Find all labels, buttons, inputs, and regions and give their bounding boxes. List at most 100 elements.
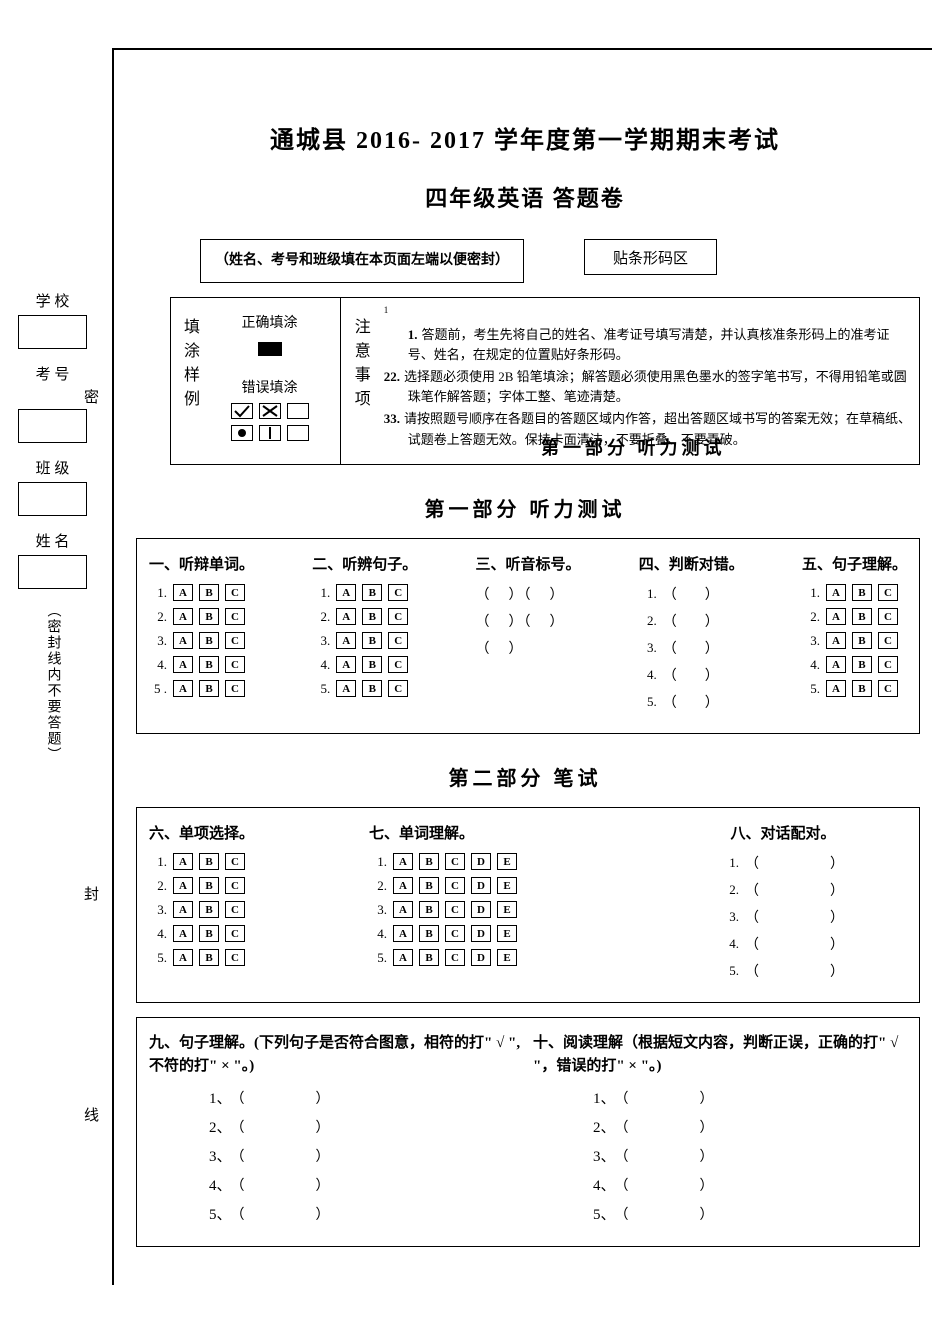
q3-3[interactable]: （ ） <box>475 638 580 658</box>
top-rule <box>112 48 932 50</box>
wrong-row-1 <box>205 403 334 419</box>
q10-3[interactable]: 3、（） <box>533 1145 907 1166</box>
q5-3[interactable]: 3.ABC <box>802 632 907 649</box>
left-rule <box>112 50 114 1285</box>
q8-5[interactable]: 5.（） <box>659 961 907 981</box>
guide-box: 填涂样例 正确填涂 错误填涂 注意事项 11.答题前，考 <box>170 297 920 465</box>
q5-2[interactable]: 2.ABC <box>802 608 907 625</box>
sec-9: 九、句子理解。(下列句子是否符合图意，相符的打" √ ", 不符的打" × "。… <box>149 1032 529 1232</box>
sealed-note: （密封线内不要答题） <box>43 603 63 763</box>
written-panel-2: 九、句子理解。(下列句子是否符合图意，相符的打" √ ", 不符的打" × "。… <box>136 1017 920 1247</box>
content: 通城县 2016- 2017 学年度第一学期期末考试 四年级英语 答题卷 （姓名… <box>130 90 920 1247</box>
sec8-title: 八、对话配对。 <box>659 822 907 843</box>
q6-2[interactable]: 2.ABC <box>149 877 329 894</box>
q6-1[interactable]: 1.ABC <box>149 853 329 870</box>
written-panel-1: 六、单项选择。 1.ABC 2.ABC 3.ABC 4.ABC 5.ABC 七、… <box>136 807 920 1003</box>
q2-1[interactable]: 1.ABC <box>312 584 417 601</box>
fill-note-box: （姓名、考号和班级填在本页面左端以便密封） <box>200 239 524 283</box>
sec9-title: 九、句子理解。(下列句子是否符合图意，相符的打" √ ", 不符的打" × "。… <box>149 1032 523 1077</box>
seal-xian: 线 <box>0 1104 105 1125</box>
sec-6: 六、单项选择。 1.ABC 2.ABC 3.ABC 4.ABC 5.ABC <box>149 822 329 988</box>
q8-1[interactable]: 1.（） <box>659 853 907 873</box>
q8-4[interactable]: 4.（） <box>659 934 907 954</box>
q1-2[interactable]: 2.ABC <box>149 608 254 625</box>
q7-3[interactable]: 3.ABCDE <box>369 901 619 918</box>
q9-5[interactable]: 5、（） <box>149 1203 523 1224</box>
fill-vlabel: 填涂样例 <box>177 306 205 456</box>
notice: 注意事项 11.答题前，考生先将自己的姓名、准考证号填写清楚，并认真核准条形码上… <box>341 298 919 464</box>
q2-5[interactable]: 5.ABC <box>312 680 417 697</box>
q9-4[interactable]: 4、（） <box>149 1174 523 1195</box>
q4-2[interactable]: 2.（ ） <box>639 611 744 631</box>
label-school: 学 校 <box>0 290 105 315</box>
sec6-title: 六、单项选择。 <box>149 822 329 843</box>
input-school[interactable] <box>18 315 87 349</box>
q7-5[interactable]: 5.ABCDE <box>369 949 619 966</box>
sec-3: 三、听音标号。 （ ）（ ） （ ）（ ） （ ） <box>475 553 580 719</box>
wrong-check-icon <box>231 403 253 419</box>
sec1-title: 一、听辩单词。 <box>149 553 254 574</box>
sec-8: 八、对话配对。 1.（） 2.（） 3.（） 4.（） 5.（） <box>659 822 907 988</box>
q1-1[interactable]: 1.ABC <box>149 584 254 601</box>
sidebar: 学 校 考 号 密 班 级 姓 名 （密封线内不要答题） 封 线 <box>0 290 105 1127</box>
sec-1: 一、听辩单词。 1.ABC 2.ABC 3.ABC 4.ABC 5 .ABC <box>149 553 254 719</box>
part2-title: 第二部分 笔试 <box>130 762 920 791</box>
input-name[interactable] <box>18 555 87 589</box>
q1-5[interactable]: 5 .ABC <box>149 680 254 697</box>
sec7-title: 七、单词理解。 <box>369 822 619 843</box>
label-name: 姓 名 <box>0 530 105 555</box>
q8-3[interactable]: 3.（） <box>659 907 907 927</box>
q6-3[interactable]: 3.ABC <box>149 901 329 918</box>
wrong-row-2 <box>205 425 334 441</box>
q3-2[interactable]: （ ）（ ） <box>475 611 580 631</box>
notice-2: 22.选择题必须使用 2B 铅笔填涂；解答题必须使用黑色墨水的签字笔书写，不得用… <box>382 367 913 407</box>
q10-5[interactable]: 5、（） <box>533 1203 907 1224</box>
q4-4[interactable]: 4.（ ） <box>639 665 744 685</box>
listening-row: 一、听辩单词。 1.ABC 2.ABC 3.ABC 4.ABC 5 .ABC 二… <box>149 553 907 719</box>
q4-3[interactable]: 3.（ ） <box>639 638 744 658</box>
sec-7: 七、单词理解。 1.ABCDE 2.ABCDE 3.ABCDE 4.ABCDE … <box>369 822 619 988</box>
wrong-blank-icon <box>287 425 309 441</box>
q10-4[interactable]: 4、（） <box>533 1174 907 1195</box>
q1-3[interactable]: 3.ABC <box>149 632 254 649</box>
q9-1[interactable]: 1、（） <box>149 1087 523 1108</box>
notice-vlabel: 注意事项 <box>345 304 378 458</box>
written-row: 六、单项选择。 1.ABC 2.ABC 3.ABC 4.ABC 5.ABC 七、… <box>149 822 907 988</box>
q1-4[interactable]: 4.ABC <box>149 656 254 673</box>
q7-1[interactable]: 1.ABCDE <box>369 853 619 870</box>
q10-2[interactable]: 2、（） <box>533 1116 907 1137</box>
sec-5: 五、句子理解。 1.ABC 2.ABC 3.ABC 4.ABC 5.ABC <box>802 553 907 719</box>
q5-5[interactable]: 5.ABC <box>802 680 907 697</box>
input-examno[interactable] <box>18 409 87 443</box>
q5-4[interactable]: 4.ABC <box>802 656 907 673</box>
q7-2[interactable]: 2.ABCDE <box>369 877 619 894</box>
q9-3[interactable]: 3、（） <box>149 1145 523 1166</box>
sec-10: 十、阅读理解（根据短文内容，判断正误，正确的打" √ "，错误的打" × "。)… <box>533 1032 907 1232</box>
correct-label: 正确填涂 <box>205 312 334 332</box>
wrong-line-icon <box>259 425 281 441</box>
input-class[interactable] <box>18 482 87 516</box>
title-sub: 四年级英语 答题卷 <box>130 181 920 213</box>
q2-2[interactable]: 2.ABC <box>312 608 417 625</box>
header-row: （姓名、考号和班级填在本页面左端以便密封） 贴条形码区 <box>200 239 870 283</box>
q4-5[interactable]: 5.（ ） <box>639 692 744 712</box>
q6-4[interactable]: 4.ABC <box>149 925 329 942</box>
q2-4[interactable]: 4.ABC <box>312 656 417 673</box>
q10-1[interactable]: 1、（） <box>533 1087 907 1108</box>
q4-1[interactable]: 1.（ ） <box>639 584 744 604</box>
q2-3[interactable]: 3.ABC <box>312 632 417 649</box>
q3-1[interactable]: （ ）（ ） <box>475 584 580 604</box>
q9-2[interactable]: 2、（） <box>149 1116 523 1137</box>
wrong-label: 错误填涂 <box>205 377 334 397</box>
seal-mi: 密 <box>0 386 105 407</box>
q6-5[interactable]: 5.ABC <box>149 949 329 966</box>
sec3-title: 三、听音标号。 <box>475 553 580 574</box>
label-class: 班 级 <box>0 457 105 482</box>
q7-4[interactable]: 4.ABCDE <box>369 925 619 942</box>
fill-body: 正确填涂 错误填涂 <box>205 306 334 456</box>
label-examno: 考 号 <box>0 363 105 388</box>
sec2-title: 二、听辨句子。 <box>312 553 417 574</box>
sec5-title: 五、句子理解。 <box>802 553 907 574</box>
q5-1[interactable]: 1.ABC <box>802 584 907 601</box>
q8-2[interactable]: 2.（） <box>659 880 907 900</box>
